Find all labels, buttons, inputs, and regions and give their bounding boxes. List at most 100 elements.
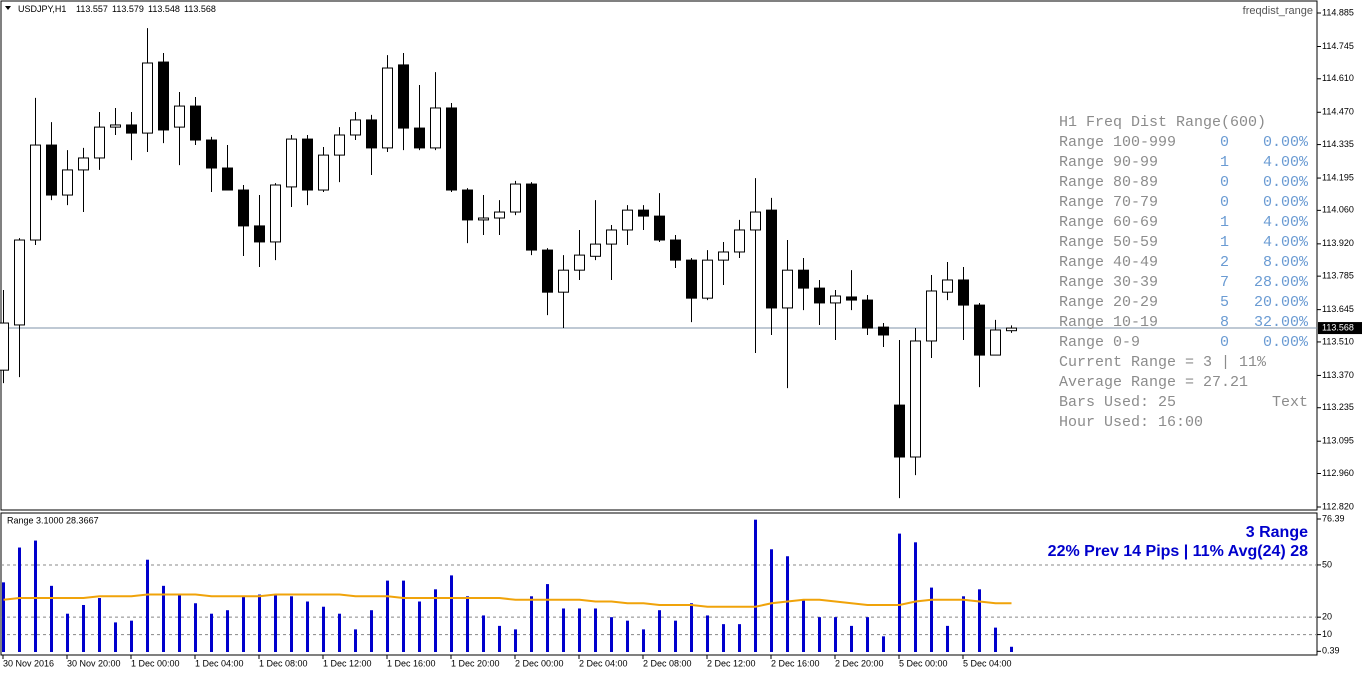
range-bar: [98, 598, 101, 652]
panel-count: 1: [1220, 234, 1229, 251]
x-tick-label: 2 Dec 04:00: [579, 658, 628, 668]
range-bar: [578, 608, 581, 652]
y-tick-label: 113.920: [1322, 238, 1354, 248]
candle-body: [126, 124, 137, 134]
candle-body: [622, 209, 633, 231]
range-bar: [834, 617, 837, 652]
candle-body: [94, 126, 105, 159]
candle-body: [222, 167, 233, 191]
candle-body: [606, 229, 617, 245]
menu-arrow[interactable]: [5, 6, 11, 10]
candle-body: [446, 107, 457, 191]
range-bar: [930, 587, 933, 652]
range-bar: [194, 603, 197, 652]
candle-body: [926, 290, 937, 342]
y-tick-label: 0.39: [1322, 646, 1340, 656]
candle-body: [718, 251, 729, 261]
panel-bars: Bars Used: 25: [1059, 394, 1176, 411]
y-tick-label: 76.39: [1322, 513, 1345, 523]
range-bar: [866, 617, 869, 652]
range-bar: [242, 596, 245, 652]
y-tick-label: 113.095: [1322, 436, 1354, 446]
candle-body: [750, 211, 761, 231]
candle-body: [0, 322, 9, 371]
panel-percent: 4.00%: [1263, 214, 1309, 231]
candle-body: [638, 209, 649, 217]
candle-body: [254, 225, 265, 243]
range-bar: [258, 594, 261, 652]
range-bar: [162, 585, 165, 652]
panel-count: 2: [1220, 254, 1229, 271]
range-bar: [914, 542, 917, 652]
candle-body: [158, 61, 169, 131]
candle-body: [878, 326, 889, 336]
candle-body: [670, 239, 681, 261]
y-tick-label: 113.645: [1322, 304, 1354, 314]
candle-body: [78, 157, 89, 171]
panel-count: 8: [1220, 314, 1229, 331]
candle-body: [990, 329, 1001, 356]
range-bar: [386, 580, 389, 652]
range-bar: [994, 627, 997, 652]
panel-percent: 8.00%: [1263, 254, 1309, 271]
candle-body: [110, 124, 121, 128]
candle-body: [686, 259, 697, 299]
candle-body: [142, 62, 153, 134]
panel-label: Range 20-29: [1059, 294, 1158, 311]
range-bar: [706, 615, 709, 652]
panel-percent: 0.00%: [1263, 334, 1309, 351]
y-tick-label: 114.470: [1322, 107, 1354, 117]
x-tick-label: 1 Dec 00:00: [131, 658, 180, 668]
panel-count: 1: [1220, 154, 1229, 171]
range-bar: [274, 594, 277, 652]
x-tick-label: 5 Dec 00:00: [899, 658, 948, 668]
candle-body: [558, 269, 569, 293]
panel-text: Text: [1272, 394, 1308, 411]
panel-label: Range 30-39: [1059, 274, 1158, 291]
panel-percent: 32.00%: [1254, 314, 1309, 331]
panel-count: 0: [1220, 174, 1229, 191]
panel-count: 7: [1220, 274, 1229, 291]
range-bar: [690, 603, 693, 652]
range-bar: [1010, 646, 1013, 652]
candle-body: [766, 209, 777, 309]
candle-body: [494, 211, 505, 219]
panel-label: Range 0-9: [1059, 334, 1140, 351]
candle-body: [1006, 327, 1017, 332]
range-bar: [946, 625, 949, 652]
panel-count: 5: [1220, 294, 1229, 311]
range-bar: [978, 589, 981, 652]
candle-body: [894, 404, 905, 458]
range-bar: [530, 596, 533, 652]
candle-body: [702, 259, 713, 299]
y-tick-label: 114.335: [1322, 139, 1354, 149]
panel-count: 0: [1220, 194, 1229, 211]
candle-body: [830, 295, 841, 304]
price-label: 113.568: [1322, 322, 1354, 332]
range-bar: [466, 596, 469, 652]
range-bar: [130, 620, 133, 652]
y-tick-label: 112.820: [1322, 501, 1354, 511]
candle-body: [62, 169, 73, 196]
candle-body: [270, 184, 281, 243]
candle-body: [334, 134, 345, 156]
range-bar: [50, 585, 53, 652]
candle-body: [910, 340, 921, 458]
candle-body: [942, 279, 953, 293]
x-tick-label: 2 Dec 12:00: [707, 658, 756, 668]
candle-body: [366, 119, 377, 149]
range-bar: [178, 594, 181, 652]
range-bar: [434, 589, 437, 652]
range-bar: [610, 617, 613, 652]
range-bar: [898, 533, 901, 652]
panel-label: Range 10-19: [1059, 314, 1158, 331]
range-bar: [450, 575, 453, 652]
candle-body: [542, 249, 553, 293]
range-bar: [146, 559, 149, 652]
candle-body: [574, 254, 585, 271]
panel-label: Range 50-59: [1059, 234, 1158, 251]
candle-body: [846, 296, 857, 301]
header-high: 113.579: [112, 4, 144, 14]
